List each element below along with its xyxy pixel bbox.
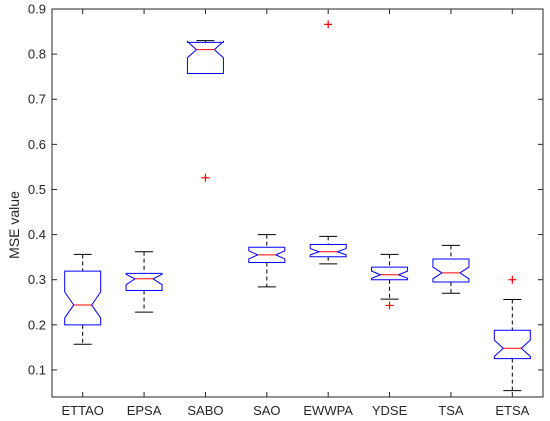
y-tick-label: 0.5 bbox=[28, 182, 46, 197]
outlier-marker bbox=[385, 301, 394, 310]
y-tick-label: 0.8 bbox=[28, 47, 46, 62]
box-group-epsa bbox=[125, 251, 163, 313]
notched-box bbox=[64, 270, 102, 326]
x-tick-label: SABO bbox=[187, 403, 223, 418]
y-tick-label: 0.9 bbox=[28, 2, 46, 17]
x-tick-label: EWWPA bbox=[303, 403, 353, 418]
y-tick-label: 0.2 bbox=[28, 317, 46, 332]
box-group-sao bbox=[248, 234, 286, 288]
x-tick-label: TSA bbox=[438, 403, 464, 418]
notched-box bbox=[432, 258, 470, 283]
plot-marks bbox=[64, 20, 531, 392]
notched-box bbox=[371, 266, 409, 281]
x-tick-label: YDSE bbox=[372, 403, 408, 418]
y-axis-label: MSE value bbox=[6, 191, 22, 259]
outlier-marker bbox=[324, 20, 333, 29]
notched-box bbox=[248, 246, 286, 264]
notched-box bbox=[186, 40, 224, 75]
outlier-marker bbox=[201, 173, 210, 182]
y-tick-label: 0.7 bbox=[28, 92, 46, 107]
box-group-ettao bbox=[64, 253, 102, 345]
y-tick-label: 0.3 bbox=[28, 272, 46, 287]
box-group-ewwpa bbox=[309, 20, 347, 265]
x-tick-label: SAO bbox=[253, 403, 280, 418]
box-group-etsa bbox=[493, 275, 531, 392]
plot-frame bbox=[51, 8, 544, 398]
notched-box bbox=[493, 329, 531, 360]
x-tick-label: ETTAO bbox=[62, 403, 104, 418]
outlier-marker bbox=[508, 275, 517, 284]
notched-box bbox=[309, 244, 347, 258]
box-group-tsa bbox=[432, 244, 470, 294]
axes-layer: 0.1 0.2 0.3 0.4 0.5 0.6 0.7 0.8 0.9 ETTAO EPSA SABO… bbox=[28, 2, 544, 418]
x-tick-label: ETSA bbox=[495, 403, 529, 418]
box-group-ydse bbox=[371, 253, 409, 310]
y-tick-label: 0.4 bbox=[28, 227, 46, 242]
x-tick-label: EPSA bbox=[127, 403, 162, 418]
notched-box bbox=[125, 272, 163, 292]
y-tick-label: 0.1 bbox=[28, 362, 46, 377]
box-group-sabo bbox=[186, 40, 224, 182]
y-tick-label: 0.6 bbox=[28, 137, 46, 152]
